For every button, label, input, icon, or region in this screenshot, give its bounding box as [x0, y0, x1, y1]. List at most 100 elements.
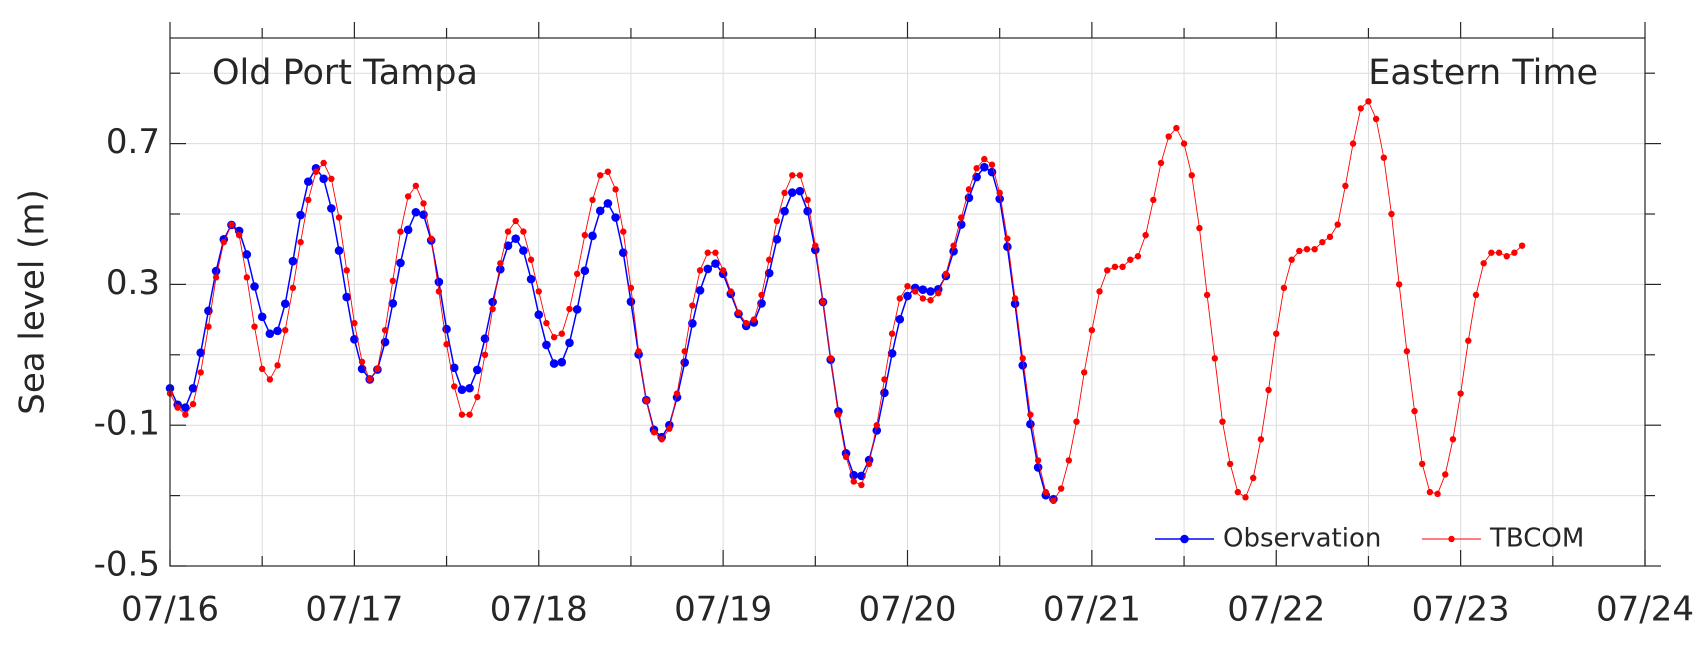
data-point — [250, 282, 259, 291]
data-point — [1372, 115, 1380, 123]
data-point — [673, 390, 681, 397]
data-point — [727, 288, 735, 295]
data-point — [335, 214, 343, 221]
data-point — [1065, 457, 1073, 464]
data-point — [842, 453, 850, 461]
data-point — [319, 174, 328, 184]
data-point — [819, 298, 827, 306]
data-point — [519, 246, 528, 255]
data-point — [950, 242, 957, 249]
data-point — [850, 478, 857, 485]
data-point — [758, 291, 765, 299]
data-point — [503, 241, 513, 250]
data-point — [595, 206, 605, 216]
data-point — [573, 270, 581, 278]
data-point — [1180, 140, 1188, 147]
data-point — [472, 365, 482, 375]
data-point — [274, 362, 281, 369]
data-point — [312, 168, 320, 175]
data-point — [589, 196, 596, 204]
data-point — [1234, 488, 1242, 496]
data-point — [1288, 256, 1295, 263]
data-point — [935, 290, 942, 297]
data-point — [903, 291, 912, 301]
data-point — [1096, 288, 1103, 295]
data-point — [988, 161, 996, 168]
y-tick-label: 0.7 — [106, 122, 160, 162]
data-point — [1173, 124, 1180, 132]
data-point — [205, 323, 212, 330]
data-point — [257, 312, 267, 322]
data-point — [435, 288, 443, 295]
data-point — [789, 172, 796, 179]
data-point — [1449, 436, 1457, 443]
timezone-label: Eastern Time — [1368, 53, 1598, 93]
data-point — [1034, 457, 1042, 464]
data-point — [1027, 411, 1034, 418]
data-point — [1157, 159, 1165, 167]
data-point — [558, 330, 565, 337]
data-point — [188, 383, 198, 393]
data-point — [973, 165, 980, 172]
data-point — [420, 200, 427, 207]
data-point — [1019, 355, 1026, 362]
data-point — [1104, 267, 1111, 274]
data-point — [1311, 246, 1318, 253]
data-point — [742, 319, 750, 327]
data-point — [865, 460, 873, 468]
x-tick-label: 07/22 — [1227, 590, 1325, 630]
data-point — [1465, 337, 1472, 344]
data-point — [911, 288, 919, 295]
x-tick-label: 07/17 — [305, 590, 403, 630]
data-point — [1488, 249, 1495, 256]
data-point — [996, 189, 1003, 197]
data-point — [282, 326, 289, 334]
data-point — [658, 436, 665, 443]
data-point — [1088, 326, 1096, 334]
data-point — [1388, 210, 1395, 218]
data-point — [397, 228, 404, 235]
data-point — [918, 285, 928, 294]
data-point — [580, 266, 590, 275]
data-point — [1165, 133, 1172, 140]
x-tick-label: 07/20 — [859, 590, 957, 630]
axes-box — [169, 37, 1646, 567]
data-point — [620, 228, 627, 235]
data-point — [235, 231, 243, 239]
data-point — [1334, 221, 1341, 228]
data-point — [887, 349, 897, 358]
data-point — [666, 425, 673, 432]
data-point — [497, 260, 504, 267]
data-point — [566, 305, 573, 313]
data-point — [926, 287, 935, 296]
data-point — [550, 334, 558, 341]
data-point — [681, 348, 688, 355]
data-point — [965, 186, 973, 193]
y-tick-label: -0.5 — [94, 545, 160, 585]
data-point — [1042, 488, 1049, 496]
data-point — [1357, 105, 1364, 112]
data-point — [342, 292, 351, 302]
y-axis-label: Sea level (m) — [13, 189, 53, 414]
data-point — [812, 242, 819, 249]
data-point — [919, 295, 927, 302]
data-point — [881, 376, 888, 383]
data-point — [719, 267, 727, 274]
data-point — [773, 217, 781, 225]
data-point — [849, 470, 859, 480]
data-point — [1250, 474, 1257, 482]
data-point — [1011, 295, 1019, 302]
data-point — [1511, 249, 1518, 256]
data-point — [211, 266, 221, 276]
data-point — [526, 274, 536, 284]
data-point — [1196, 224, 1203, 232]
data-point — [504, 228, 512, 235]
data-point — [1219, 418, 1226, 425]
data-point — [481, 351, 489, 358]
y-tick-label: 0.3 — [106, 263, 160, 303]
data-point — [266, 376, 274, 383]
data-point — [1004, 235, 1011, 242]
data-point — [182, 411, 189, 418]
data-point — [174, 404, 181, 411]
